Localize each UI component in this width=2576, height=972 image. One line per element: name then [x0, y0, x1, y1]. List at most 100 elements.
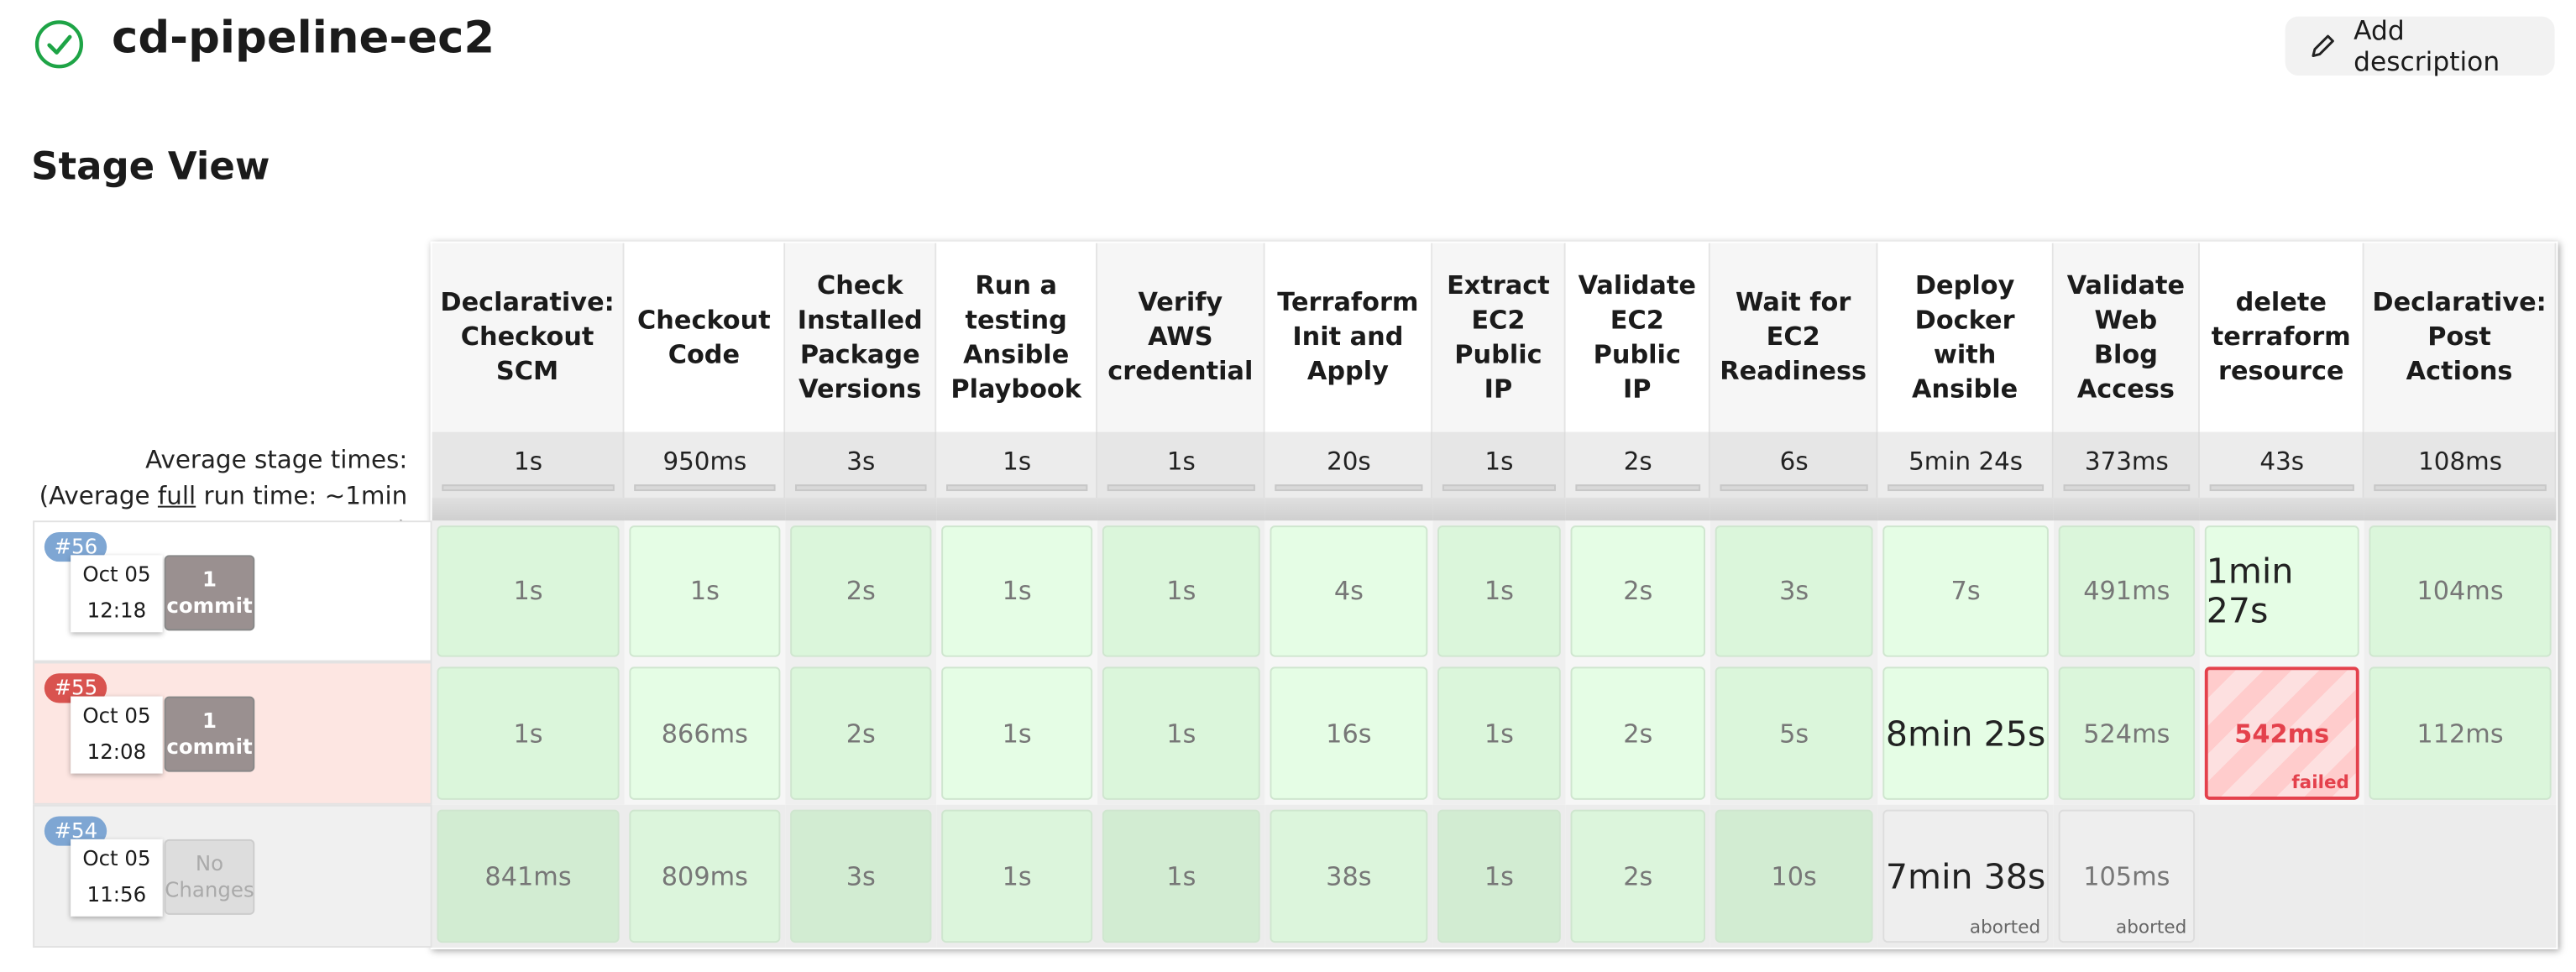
average-time: 2s: [1623, 447, 1652, 477]
stage-average: 3s: [785, 431, 937, 521]
row-shade: [1709, 497, 1878, 521]
stage-average: 373ms: [2053, 431, 2200, 521]
row-shade: [785, 497, 937, 521]
stage-cell[interactable]: 104ms: [2369, 525, 2552, 657]
row-shade: [1565, 497, 1710, 521]
progress-bar: [1442, 484, 1556, 492]
stage-header: Extract EC2 Public IP: [1432, 243, 1566, 432]
date: Oct 05: [82, 845, 151, 871]
job-title: cd-pipeline-ec2: [112, 13, 495, 65]
row-shade: [2199, 497, 2364, 521]
stage-cell[interactable]: 105ms aborted: [2058, 809, 2196, 943]
stage-cell[interactable]: 1s: [1102, 809, 1260, 943]
row-shade: [624, 497, 786, 521]
stage-cell[interactable]: 1s: [1102, 525, 1260, 657]
stage-average: 1s: [936, 431, 1098, 521]
progress-bar: [795, 484, 927, 492]
stage-cell[interactable]: 2s: [1570, 666, 1705, 800]
time: 12:18: [86, 598, 147, 623]
stage-cell[interactable]: 809ms: [629, 809, 781, 943]
stage-cell[interactable]: 1min 27s: [2204, 525, 2359, 657]
average-time: 373ms: [2084, 447, 2169, 477]
stage-cell[interactable]: 524ms: [2058, 666, 2196, 800]
row-shade: [432, 497, 625, 521]
changes-button[interactable]: No Changes: [164, 839, 255, 915]
build-date: Oct 05 12:08: [71, 696, 163, 774]
stage-header: Declarative: Checkout SCM: [432, 243, 625, 432]
success-icon: [34, 20, 84, 69]
stage-cell[interactable]: 4s: [1270, 525, 1428, 657]
stage-cell[interactable]: 866ms: [629, 666, 781, 800]
progress-bar: [2209, 484, 2354, 492]
stage-header: Validate Web Blog Access: [2053, 243, 2200, 432]
average-time: 950ms: [662, 447, 747, 477]
row-shade: [2364, 497, 2557, 521]
stage-cell[interactable]: 16s: [1270, 666, 1428, 800]
stage-cell[interactable]: 1s: [437, 525, 620, 657]
stage-cell[interactable]: 491ms: [2058, 525, 2196, 657]
status-label: failed: [2291, 771, 2349, 794]
time: 11:56: [86, 881, 147, 907]
average-time: 108ms: [2418, 447, 2503, 477]
changes-button[interactable]: 1 commit: [164, 555, 255, 631]
progress-bar: [1107, 484, 1255, 492]
stage-cell[interactable]: 1s: [1437, 525, 1561, 657]
stage-header: Run a testing Ansible Playbook: [936, 243, 1098, 432]
stage-cell[interactable]: 1s: [1437, 809, 1561, 943]
stage-cell[interactable]: 2s: [790, 666, 932, 800]
stage-cell[interactable]: 1s: [1437, 666, 1561, 800]
add-description-button[interactable]: Add description: [2285, 14, 2555, 77]
progress-bar: [1275, 484, 1423, 492]
progress-bar: [1887, 484, 2045, 492]
stage-cell[interactable]: 542ms failed: [2204, 666, 2359, 800]
progress-bar: [634, 484, 776, 492]
stage-cell[interactable]: 10s: [1715, 809, 1873, 943]
stage-cell[interactable]: 2s: [1570, 809, 1705, 943]
row-shade: [1264, 497, 1433, 521]
stage-average: 5min 24s: [1877, 431, 2054, 521]
stage-cell[interactable]: 1s: [941, 809, 1093, 943]
button-label: Add description: [2353, 14, 2500, 77]
average-time: 43s: [2259, 447, 2305, 477]
stage-header: Terraform Init and Apply: [1264, 243, 1433, 432]
pencil-icon: [2312, 34, 2334, 57]
stage-average: 43s: [2199, 431, 2364, 521]
row-shade: [1877, 497, 2054, 521]
stage-cell[interactable]: 841ms: [437, 809, 620, 943]
row-shade: [1432, 497, 1566, 521]
stage-cell[interactable]: 8min 25s: [1882, 666, 2049, 800]
stage-cell[interactable]: 38s: [1270, 809, 1428, 943]
stage-cell[interactable]: 1s: [437, 666, 620, 800]
average-time: 1s: [1484, 447, 1514, 477]
stage-average: 2s: [1565, 431, 1710, 521]
stage-cell[interactable]: 1s: [629, 525, 781, 657]
stage-cell[interactable]: 1s: [941, 525, 1093, 657]
progress-bar: [2374, 484, 2547, 492]
stage-cell[interactable]: 5s: [1715, 666, 1873, 800]
stage-cell[interactable]: 3s: [1715, 525, 1873, 657]
progress-bar: [1720, 484, 1868, 492]
stage-average: 108ms: [2364, 431, 2557, 521]
stage-average: 20s: [1264, 431, 1433, 521]
stage-cell[interactable]: 1s: [941, 666, 1093, 800]
stage-cell[interactable]: 7min 38s aborted: [1882, 809, 2049, 943]
progress-bar: [2063, 484, 2191, 492]
stage-cell[interactable]: 2s: [790, 525, 932, 657]
stage-header: Verify AWS credential: [1097, 243, 1265, 432]
changes-button[interactable]: 1 commit: [164, 696, 255, 772]
stage-cell[interactable]: 7s: [1882, 525, 2049, 657]
stage-cell-bg: [2364, 804, 2557, 948]
stage-cell[interactable]: 3s: [790, 809, 932, 943]
stage-cell[interactable]: 2s: [1570, 525, 1705, 657]
build-date: Oct 05 12:18: [71, 555, 163, 633]
progress-bar: [946, 484, 1088, 492]
full-link[interactable]: full: [157, 480, 196, 510]
average-time: 5min 24s: [1908, 447, 2024, 477]
stage-cell-bg: [2199, 804, 2364, 948]
average-time: 1s: [1003, 447, 1032, 477]
average-time: 3s: [846, 447, 876, 477]
stage-cell[interactable]: 1s: [1102, 666, 1260, 800]
time: 12:08: [86, 739, 147, 764]
stage-cell[interactable]: 112ms: [2369, 666, 2552, 800]
